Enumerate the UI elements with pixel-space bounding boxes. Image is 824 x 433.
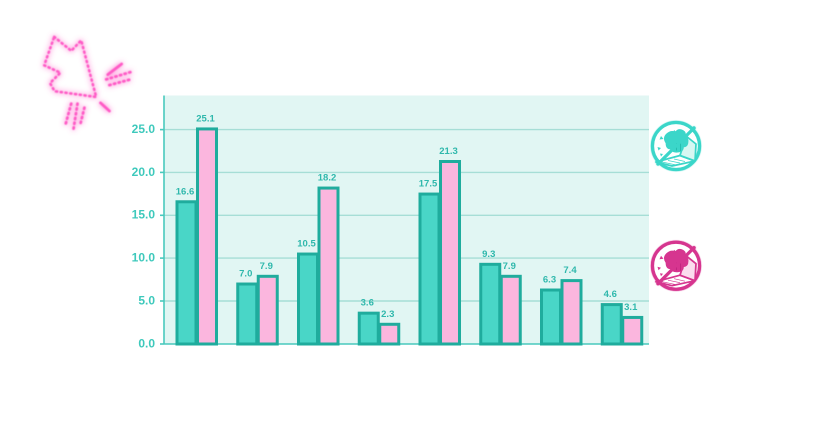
- svg-text:9.3: 9.3: [482, 249, 495, 260]
- svg-text:3.1: 3.1: [624, 302, 638, 313]
- svg-text:3.6: 3.6: [361, 298, 374, 309]
- svg-text:2.3: 2.3: [381, 309, 394, 320]
- svg-text:10.0: 10.0: [132, 251, 156, 265]
- svg-text:5.0: 5.0: [138, 293, 155, 307]
- svg-text:20.0: 20.0: [132, 165, 156, 179]
- svg-text:7.9: 7.9: [503, 261, 516, 272]
- svg-text:7.4: 7.4: [563, 265, 577, 276]
- svg-text:18.2: 18.2: [318, 173, 337, 184]
- svg-text:17.5: 17.5: [419, 179, 438, 190]
- svg-text:7.0: 7.0: [239, 269, 252, 280]
- svg-text:25.1: 25.1: [196, 113, 215, 124]
- svg-text:21.3: 21.3: [439, 146, 458, 157]
- svg-text:15.0: 15.0: [132, 208, 156, 222]
- svg-text:10.5: 10.5: [297, 239, 316, 250]
- svg-text:6.3: 6.3: [543, 275, 556, 286]
- svg-text:0.0: 0.0: [138, 336, 155, 350]
- svg-text:4.6: 4.6: [604, 289, 617, 300]
- svg-text:16.6: 16.6: [176, 186, 195, 197]
- svg-text:25.0: 25.0: [132, 122, 156, 136]
- svg-text:7.9: 7.9: [260, 261, 273, 272]
